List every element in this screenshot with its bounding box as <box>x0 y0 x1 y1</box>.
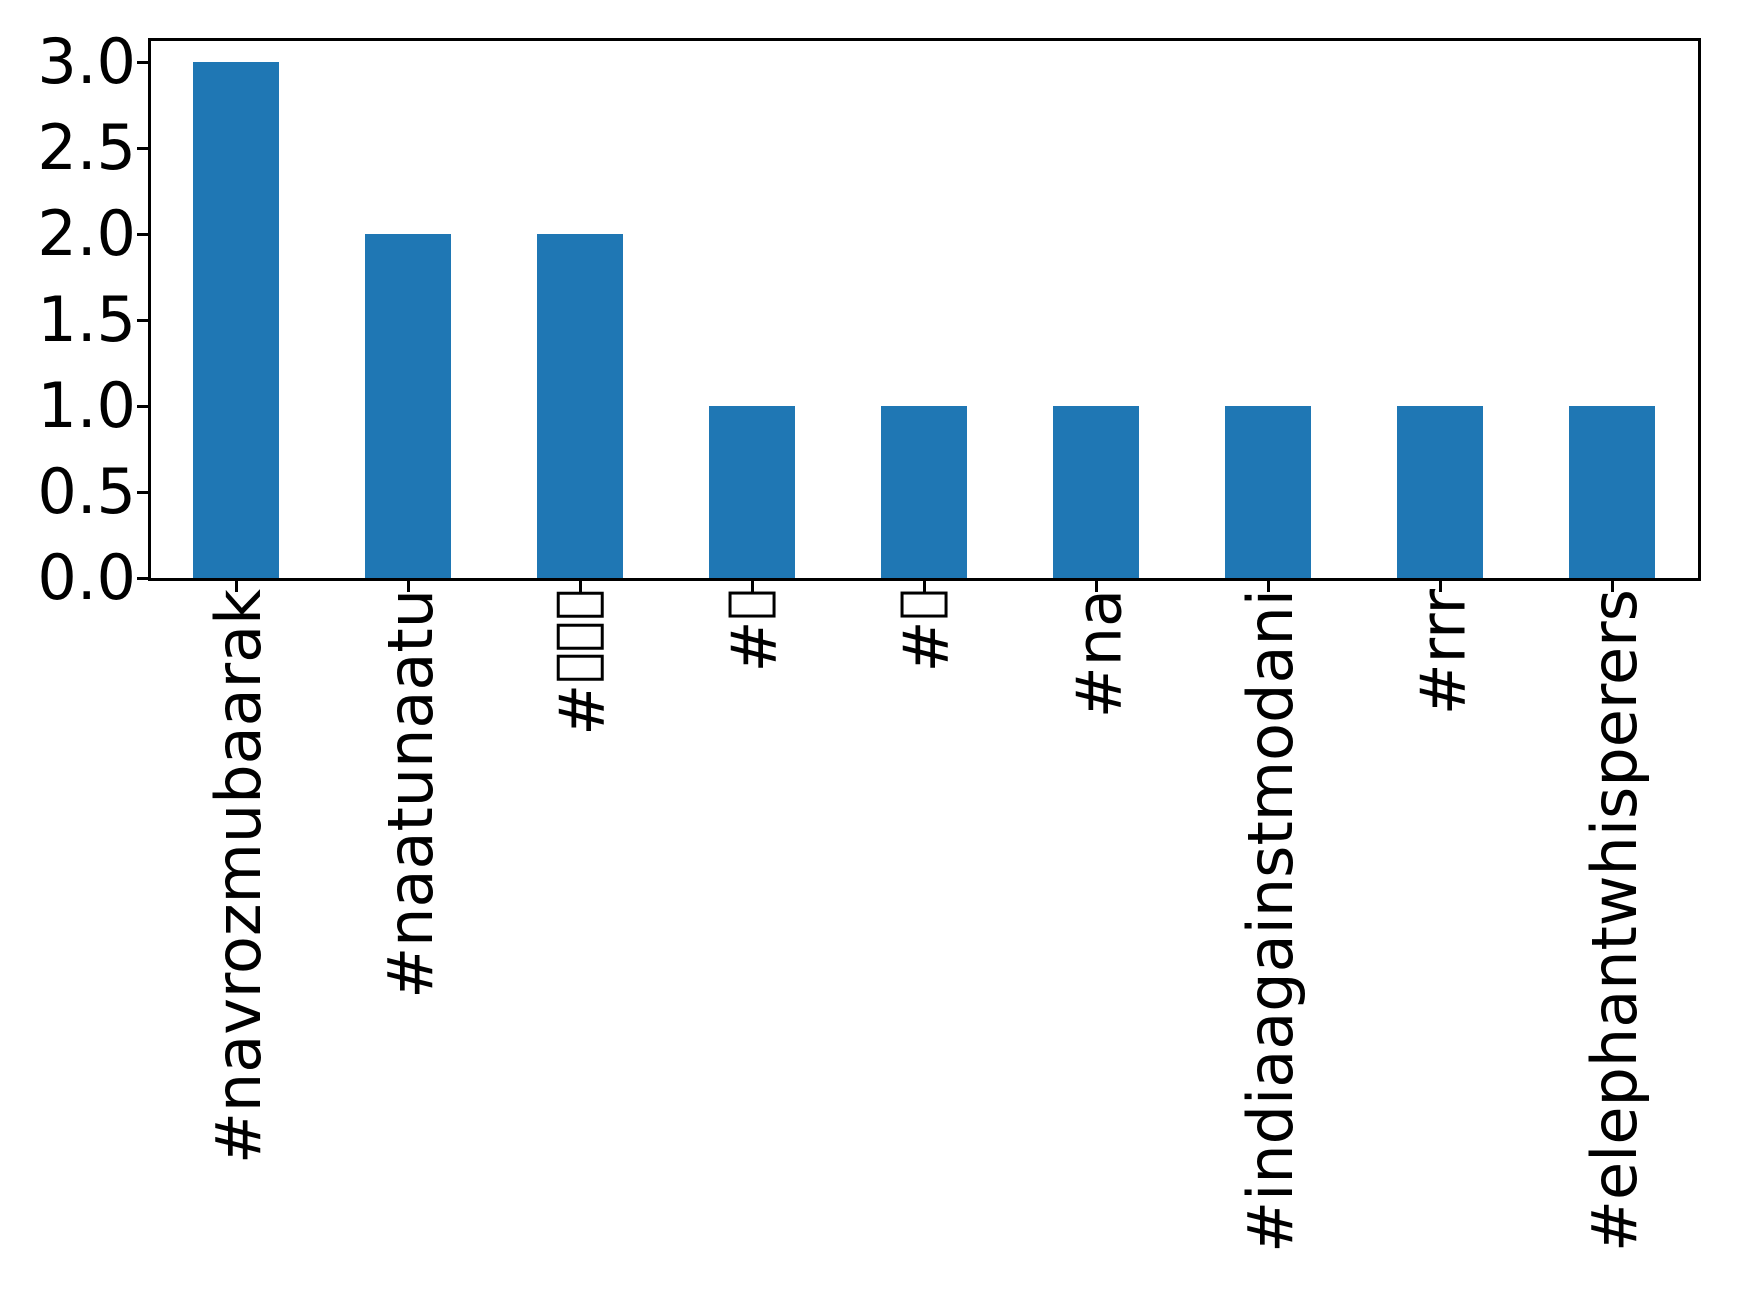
x-tick-mark <box>234 579 238 592</box>
y-tick-mark <box>137 318 150 322</box>
missing-glyph-box <box>556 591 604 618</box>
missing-glyph-box <box>900 591 948 618</box>
x-tick-mark <box>1438 579 1442 592</box>
bar <box>193 62 279 578</box>
x-tick-mark <box>406 579 410 592</box>
x-tick-label: #navrozmubaarak <box>202 589 275 1165</box>
y-tick-label: 1.0 <box>37 369 136 443</box>
bar <box>1225 406 1311 578</box>
x-tick-label: # <box>546 589 619 736</box>
bar <box>365 234 451 578</box>
bar <box>1397 406 1483 578</box>
bar <box>881 406 967 578</box>
x-tick-mark <box>1266 579 1270 592</box>
x-tick-mark <box>922 579 926 592</box>
x-tick-mark <box>578 579 582 592</box>
x-tick-mark <box>1610 579 1614 592</box>
y-tick-label: 0.5 <box>37 455 136 529</box>
bar <box>537 234 623 578</box>
missing-glyph-box <box>728 591 776 618</box>
x-tick-label: #indiaagainstmodani <box>1234 589 1307 1253</box>
x-tick-label: #naatunaatu <box>374 589 447 999</box>
x-tick-label: #elephantwhisperers <box>1578 589 1651 1252</box>
x-tick-mark <box>1094 579 1098 592</box>
y-tick-mark <box>137 576 150 580</box>
bar <box>709 406 795 578</box>
y-tick-label: 2.0 <box>37 197 136 271</box>
y-tick-mark <box>137 404 150 408</box>
missing-glyph-box <box>556 654 604 681</box>
y-tick-mark <box>137 232 150 236</box>
x-tick-label: # <box>890 589 963 673</box>
x-tick-label: # <box>718 589 791 673</box>
y-tick-label: 2.5 <box>37 111 136 185</box>
bar <box>1053 406 1139 578</box>
y-tick-label: 0.0 <box>37 541 136 614</box>
y-tick-label: 3.0 <box>37 25 136 99</box>
y-tick-mark <box>137 146 150 150</box>
x-tick-mark <box>750 579 754 592</box>
y-tick-mark <box>137 60 150 64</box>
missing-glyph-box <box>556 623 604 650</box>
x-tick-label: #rrr <box>1406 589 1479 716</box>
x-tick-label: #na <box>1062 589 1135 719</box>
y-tick-label: 1.5 <box>37 283 136 357</box>
y-tick-mark <box>137 490 150 494</box>
bar <box>1569 406 1655 578</box>
